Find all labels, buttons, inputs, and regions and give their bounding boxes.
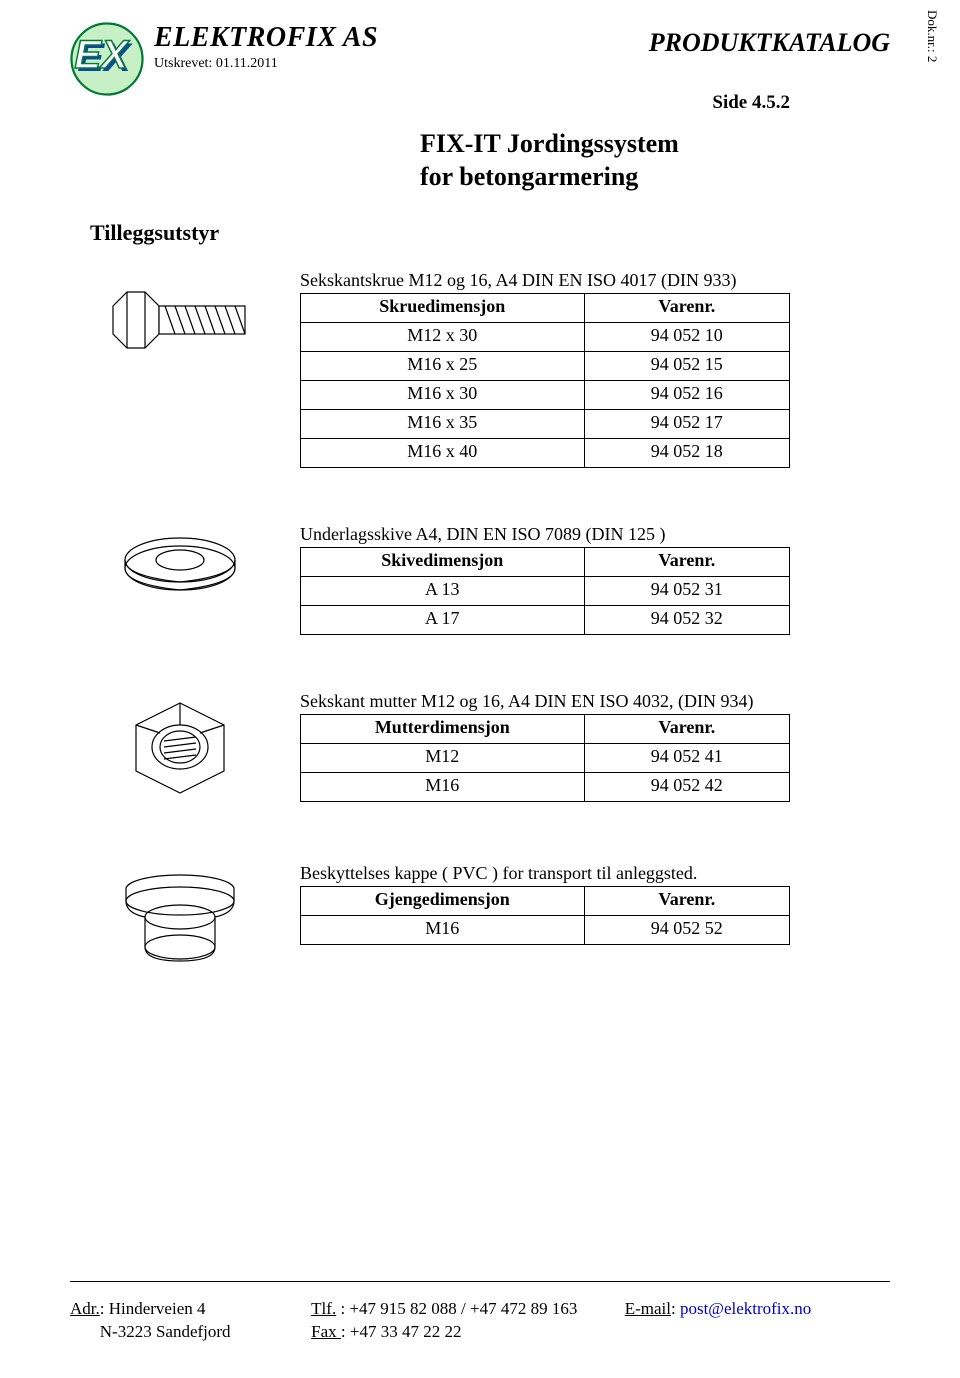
col-header: Gjengedimensjon [301, 887, 585, 916]
nut-icon [90, 691, 270, 807]
fax-label: Fax [311, 1322, 341, 1341]
tlf-label: Tlf. [311, 1299, 336, 1318]
col-header: Varenr. [584, 548, 789, 577]
table-row: M16 x 2594 052 15 [301, 352, 790, 381]
doc-title: FIX-IT Jordingssystem for betongarmering [420, 128, 679, 193]
page-number: Side 4.5.2 [712, 92, 790, 114]
email-link[interactable]: post@elektrofix.no [680, 1299, 811, 1318]
title-line1: FIX-IT Jordingssystem [420, 128, 679, 161]
bolt-table: Skruedimensjon Varenr. M12 x 3094 052 10… [300, 293, 790, 468]
email-label: E-mail [625, 1299, 671, 1318]
company-block: ELEKTROFIX AS Utskrevet: 01.11.2011 [154, 22, 378, 72]
company-name: ELEKTROFIX AS [154, 22, 378, 54]
doknr-label: Dok.nr.: 2 [924, 10, 940, 62]
col-header: Skivedimensjon [301, 548, 585, 577]
title-line2: for betongarmering [420, 161, 679, 194]
table-caption: Underlagsskive A4, DIN EN ISO 7089 (DIN … [300, 524, 870, 545]
table-row: M1294 052 41 [301, 744, 790, 773]
content-area: Sekskantskrue M12 og 16, A4 DIN EN ISO 4… [90, 270, 870, 1025]
section-title: Tilleggsutstyr [90, 220, 219, 246]
footer-email: E-mail: post@elektrofix.no [625, 1298, 890, 1344]
col-header: Skruedimensjon [301, 294, 585, 323]
table-caption: Sekskant mutter M12 og 16, A4 DIN EN ISO… [300, 691, 870, 712]
cap-table: Gjengedimensjon Varenr. M1694 052 52 [300, 886, 790, 945]
table-row: M16 x 3094 052 16 [301, 381, 790, 410]
item-cap: Beskyttelses kappe ( PVC ) for transport… [90, 863, 870, 969]
table-caption: Beskyttelses kappe ( PVC ) for transport… [300, 863, 870, 884]
washer-icon [90, 524, 270, 600]
washer-table-wrap: Underlagsskive A4, DIN EN ISO 7089 (DIN … [300, 524, 870, 635]
nut-table-wrap: Sekskant mutter M12 og 16, A4 DIN EN ISO… [300, 691, 870, 802]
footer-divider [70, 1281, 890, 1282]
page: Dok.nr.: 2 EX EX ELEKTROFIX AS Utskrevet… [0, 0, 960, 1378]
col-header: Varenr. [584, 715, 789, 744]
bolt-icon [90, 270, 270, 366]
col-header: Mutterdimensjon [301, 715, 585, 744]
washer-table: Skivedimensjon Varenr. A 1394 052 31 A 1… [300, 547, 790, 635]
table-row: A 1394 052 31 [301, 577, 790, 606]
table-row: M16 x 3594 052 17 [301, 410, 790, 439]
nut-table: Mutterdimensjon Varenr. M1294 052 41 M16… [300, 714, 790, 802]
addr-label: Adr. [70, 1299, 100, 1318]
catalog-title: PRODUKTKATALOG [649, 22, 890, 58]
printed-date: Utskrevet: 01.11.2011 [154, 56, 378, 72]
cap-table-wrap: Beskyttelses kappe ( PVC ) for transport… [300, 863, 870, 945]
col-header: Varenr. [584, 294, 789, 323]
col-header: Varenr. [584, 887, 789, 916]
bolt-table-wrap: Sekskantskrue M12 og 16, A4 DIN EN ISO 4… [300, 270, 870, 468]
svg-text:EX: EX [74, 33, 130, 77]
table-row: M1694 052 52 [301, 916, 790, 945]
item-washer: Underlagsskive A4, DIN EN ISO 7089 (DIN … [90, 524, 870, 635]
table-row: M12 x 3094 052 10 [301, 323, 790, 352]
cap-icon [90, 863, 270, 969]
table-row: A 1794 052 32 [301, 606, 790, 635]
table-row: M16 x 4094 052 18 [301, 439, 790, 468]
table-row: M1694 052 42 [301, 773, 790, 802]
item-bolt: Sekskantskrue M12 og 16, A4 DIN EN ISO 4… [90, 270, 870, 468]
footer-phone: Tlf. : +47 915 82 088 / +47 472 89 163 F… [311, 1298, 625, 1344]
header: EX EX ELEKTROFIX AS Utskrevet: 01.11.201… [70, 22, 890, 96]
item-nut: Sekskant mutter M12 og 16, A4 DIN EN ISO… [90, 691, 870, 807]
footer-address: Adr.: Hinderveien 4 Adr.N-3223 Sandefjor… [70, 1298, 311, 1344]
table-caption: Sekskantskrue M12 og 16, A4 DIN EN ISO 4… [300, 270, 870, 291]
logo-ex: EX EX [70, 22, 144, 96]
footer: Adr.: Hinderveien 4 Adr.N-3223 Sandefjor… [70, 1298, 890, 1344]
